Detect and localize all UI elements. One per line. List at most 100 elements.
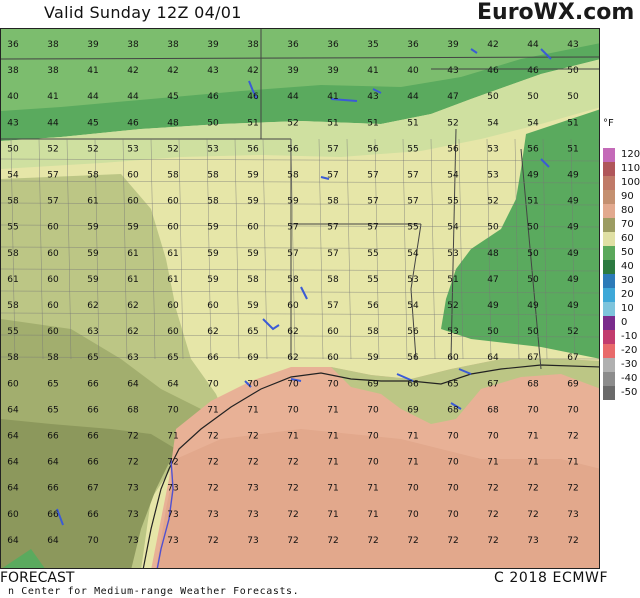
legend-row: -50 bbox=[603, 386, 640, 400]
temperature-value: 59 bbox=[207, 275, 219, 285]
legend-row: 90 bbox=[603, 190, 640, 204]
legend-swatch bbox=[603, 176, 615, 190]
legend-label: 110 bbox=[621, 163, 640, 174]
county-line bbox=[1, 290, 599, 294]
temperature-value: 52 bbox=[287, 118, 298, 128]
temperature-value: 60 bbox=[47, 249, 59, 259]
temperature-value: 67 bbox=[567, 353, 578, 363]
temperature-value: 72 bbox=[247, 458, 258, 468]
temperature-values-layer: 36 38 39 38 38 39 38 36 36 35 36 39 42 44 43 38 38 41 42 42… bbox=[7, 40, 579, 546]
temperature-value: 66 bbox=[87, 510, 99, 520]
legend-label: 40 bbox=[621, 261, 634, 272]
temperature-value: 55 bbox=[407, 223, 418, 233]
brand-logo[interactable]: EuroWX.com bbox=[477, 0, 635, 25]
county-line bbox=[1, 202, 599, 206]
temperature-value: 61 bbox=[127, 275, 138, 285]
temperature-value: 73 bbox=[567, 510, 578, 520]
temperature-value: 72 bbox=[287, 536, 298, 546]
temperature-value: 51 bbox=[247, 118, 258, 128]
temperature-value: 62 bbox=[207, 327, 218, 337]
temperature-value: 57 bbox=[327, 223, 338, 233]
temperature-value: 60 bbox=[167, 223, 179, 233]
county-line bbox=[318, 138, 324, 360]
legend-label: 0 bbox=[621, 317, 628, 328]
county-line bbox=[346, 138, 352, 360]
lake bbox=[290, 378, 302, 382]
temperature-value: 54 bbox=[447, 223, 459, 233]
lake bbox=[450, 402, 462, 410]
temperature-value: 53 bbox=[447, 327, 458, 337]
legend-row: 20 bbox=[603, 288, 640, 302]
temperature-value: 60 bbox=[327, 327, 339, 337]
temperature-value: 65 bbox=[247, 327, 258, 337]
temperature-value: 71 bbox=[287, 432, 298, 442]
temperature-value: 49 bbox=[567, 301, 579, 311]
temperature-value: 67 bbox=[87, 484, 98, 494]
temperature-value: 71 bbox=[527, 458, 538, 468]
temperature-value: 71 bbox=[207, 405, 218, 415]
temperature-value: 73 bbox=[247, 484, 258, 494]
temperature-value: 64 bbox=[167, 379, 179, 389]
temperature-value: 72 bbox=[487, 536, 498, 546]
temperature-value: 52 bbox=[447, 301, 458, 311]
temperature-value: 59 bbox=[247, 171, 259, 181]
temperature-value: 57 bbox=[327, 171, 338, 181]
temperature-value: 60 bbox=[47, 223, 59, 233]
map-title: Valid Sunday 12Z 04/01 bbox=[44, 3, 242, 22]
temperature-value: 54 bbox=[407, 249, 419, 259]
temperature-value: 72 bbox=[287, 484, 298, 494]
temperature-value: 69 bbox=[567, 379, 579, 389]
temperature-value: 53 bbox=[487, 171, 498, 181]
temperature-value: 58 bbox=[287, 275, 299, 285]
temperature-value: 43 bbox=[567, 40, 578, 50]
temperature-value: 71 bbox=[327, 458, 338, 468]
legend-row: 80 bbox=[603, 204, 640, 218]
county-line bbox=[122, 138, 128, 360]
temperature-value: 66 bbox=[87, 379, 99, 389]
temperature-value: 60 bbox=[47, 275, 59, 285]
temperature-value: 49 bbox=[487, 301, 499, 311]
temperature-value: 71 bbox=[487, 458, 498, 468]
temperature-value: 49 bbox=[567, 249, 579, 259]
temperature-value: 49 bbox=[567, 171, 579, 181]
temperature-value: 72 bbox=[127, 432, 138, 442]
county-line bbox=[66, 138, 72, 360]
temperature-value: 57 bbox=[367, 223, 378, 233]
temperature-value: 65 bbox=[167, 353, 178, 363]
county-line bbox=[430, 138, 436, 360]
legend-swatch bbox=[603, 386, 615, 400]
temperature-value: 62 bbox=[287, 353, 298, 363]
state-border bbox=[1, 56, 599, 60]
temperature-value: 58 bbox=[327, 197, 339, 207]
temperature-value: 41 bbox=[47, 92, 58, 102]
temperature-value: 64 bbox=[127, 379, 139, 389]
county-line bbox=[290, 138, 296, 360]
temperature-value: 65 bbox=[47, 379, 58, 389]
temperature-value: 64 bbox=[487, 353, 499, 363]
county-line bbox=[1, 224, 599, 228]
county-line bbox=[1, 180, 599, 184]
temperature-value: 44 bbox=[127, 92, 139, 102]
temperature-value: 69 bbox=[367, 379, 379, 389]
temperature-value: 72 bbox=[247, 432, 258, 442]
temperature-value: 70 bbox=[287, 405, 299, 415]
temperature-value: 49 bbox=[527, 171, 539, 181]
legend-row: 50 bbox=[603, 246, 640, 260]
temperature-value: 71 bbox=[327, 510, 338, 520]
temperature-value: 41 bbox=[367, 66, 378, 76]
temperature-value: 72 bbox=[567, 432, 578, 442]
temperature-value: 48 bbox=[487, 249, 499, 259]
county-line bbox=[374, 138, 380, 360]
temperature-value: 50 bbox=[527, 327, 539, 337]
temperature-value: 57 bbox=[327, 301, 338, 311]
temperature-value: 53 bbox=[487, 144, 498, 154]
temperature-value: 66 bbox=[87, 458, 99, 468]
temperature-value: 58 bbox=[7, 197, 19, 207]
temperature-value: 38 bbox=[47, 40, 59, 50]
temperature-value: 53 bbox=[407, 275, 418, 285]
temperature-value: 70 bbox=[487, 432, 499, 442]
temperature-value: 73 bbox=[527, 536, 538, 546]
temperature-value: 35 bbox=[367, 40, 378, 50]
temperature-value: 71 bbox=[367, 510, 378, 520]
temperature-value: 73 bbox=[167, 484, 178, 494]
